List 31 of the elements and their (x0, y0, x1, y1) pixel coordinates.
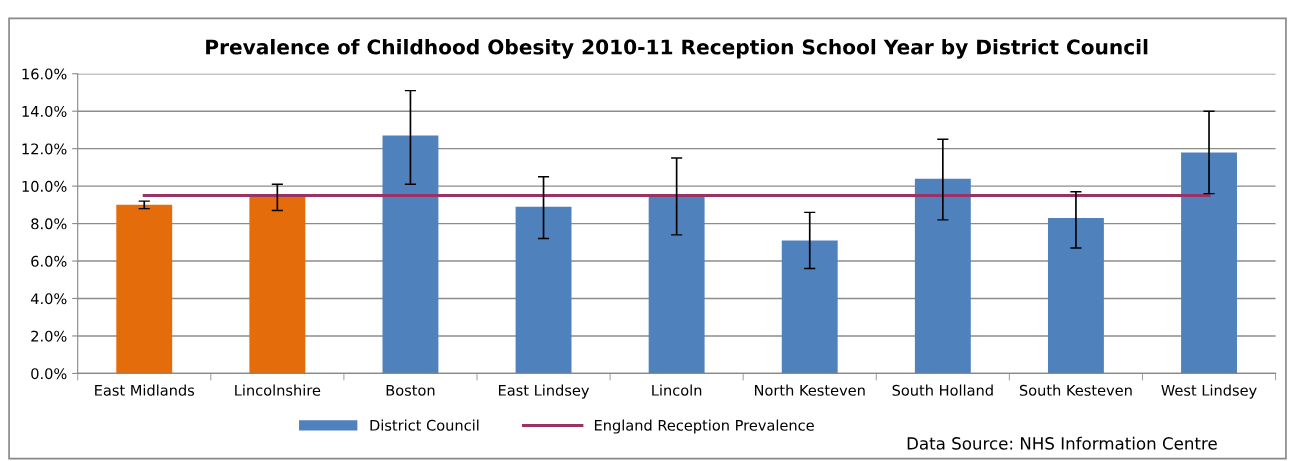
bar (249, 195, 306, 374)
bar (1047, 217, 1104, 374)
bar (914, 178, 971, 374)
bar (648, 195, 705, 374)
x-tick-label: Lincolnshire (235, 384, 321, 396)
y-tick-label: 8.0% (31, 218, 67, 230)
y-tick-label: 16.0% (22, 68, 67, 80)
x-tick-label: South Holland (892, 384, 993, 396)
y-tick-label: 10.0% (22, 180, 67, 192)
x-tick-label: South Kesteven (1019, 384, 1132, 396)
bar (515, 206, 572, 374)
y-tick-label: 0.0% (31, 368, 67, 380)
x-tick-label: Lincoln (652, 384, 702, 396)
bar (382, 135, 439, 374)
bar (781, 240, 838, 374)
x-tick-label: East Lindsey (498, 384, 590, 399)
legend-label: District Council (370, 419, 479, 431)
y-tick-label: 6.0% (31, 255, 67, 267)
legend-label: England Reception Prevalence (594, 419, 814, 434)
x-tick-label: East Midlands (95, 384, 195, 396)
y-tick-label: 4.0% (30, 293, 67, 305)
chart-title: Prevalence of Childhood Obesity 2010-11 Reception School Year by District Council (206, 39, 1148, 59)
x-tick-label: Boston (386, 384, 435, 396)
source-note: Data Source: NHS Information Centre (907, 436, 1217, 450)
bar (1181, 152, 1237, 374)
x-tick-label: North Kesteven (754, 384, 865, 396)
x-tick-label: West Lindsey (1161, 384, 1257, 399)
y-tick-label: 12.0% (22, 143, 67, 155)
bar (116, 204, 173, 374)
y-tick-label: 2.0% (31, 330, 67, 342)
y-tick-label: 14.0% (22, 105, 67, 117)
